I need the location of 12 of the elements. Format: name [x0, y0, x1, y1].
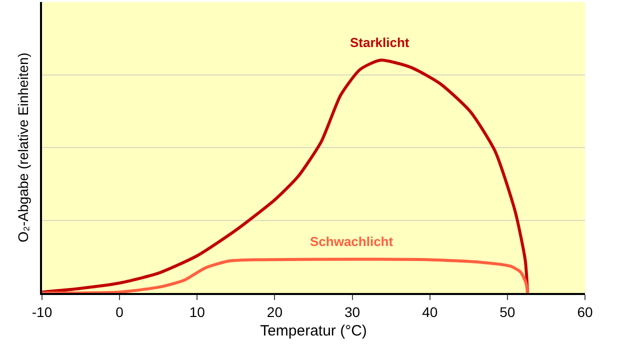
x-tick-label: -10: [32, 304, 52, 320]
x-axis-title: Temperatur (°C): [260, 322, 367, 340]
x-tick-label: 30: [344, 304, 360, 320]
x-tick-label: 40: [422, 304, 438, 320]
series-label: Starklicht: [350, 35, 410, 50]
x-tick-label: 20: [266, 304, 283, 320]
y-axis-title: O₂-Abgabe (relative Einheiten): [15, 52, 32, 242]
x-tick-label: 60: [577, 304, 593, 320]
x-tick-label: 0: [116, 304, 124, 320]
series-label: Schwachlicht: [310, 234, 394, 249]
x-tick-label: 10: [189, 304, 206, 320]
x-tick-label: 50: [500, 304, 516, 320]
